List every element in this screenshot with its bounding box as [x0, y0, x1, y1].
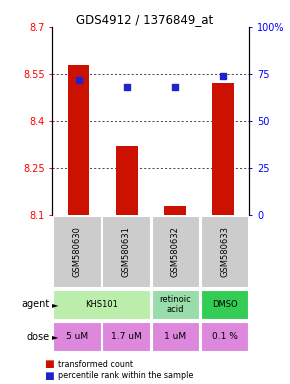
Text: transformed count: transformed count [58, 359, 133, 369]
Text: DMSO: DMSO [212, 300, 238, 309]
Bar [152, 216, 199, 287]
Bar [201, 322, 249, 351]
Bar [102, 216, 150, 287]
Bar [212, 83, 234, 215]
Text: GSM580633: GSM580633 [220, 226, 229, 277]
Bar [152, 322, 199, 351]
Text: 5 uM: 5 uM [66, 332, 88, 341]
Text: GSM580632: GSM580632 [171, 226, 180, 277]
Point [173, 84, 177, 90]
Bar [152, 290, 199, 319]
Text: GSM580630: GSM580630 [72, 226, 81, 277]
Bar [164, 205, 186, 215]
Text: agent: agent [21, 299, 49, 310]
Text: KHS101: KHS101 [85, 300, 118, 309]
Bar [201, 216, 249, 287]
Text: 1.7 uM: 1.7 uM [111, 332, 142, 341]
Point [124, 84, 129, 90]
Bar [116, 146, 137, 215]
Bar [68, 65, 90, 215]
Text: percentile rank within the sample: percentile rank within the sample [58, 371, 193, 380]
Text: retinoic
acid: retinoic acid [160, 295, 191, 314]
Bar [53, 216, 101, 287]
Point [76, 76, 81, 83]
Bar [53, 322, 101, 351]
Bar [53, 290, 150, 319]
Text: GDS4912 / 1376849_at: GDS4912 / 1376849_at [76, 13, 214, 26]
Bar [201, 290, 249, 319]
Text: ■: ■ [44, 371, 54, 381]
Text: dose: dose [26, 331, 49, 342]
Text: 1 uM: 1 uM [164, 332, 186, 341]
Text: 0.1 %: 0.1 % [212, 332, 238, 341]
Text: ■: ■ [44, 359, 54, 369]
Bar [102, 322, 150, 351]
Point [221, 73, 225, 79]
Text: ►: ► [52, 332, 58, 341]
Text: GSM580631: GSM580631 [122, 226, 131, 277]
Text: ►: ► [52, 300, 58, 309]
